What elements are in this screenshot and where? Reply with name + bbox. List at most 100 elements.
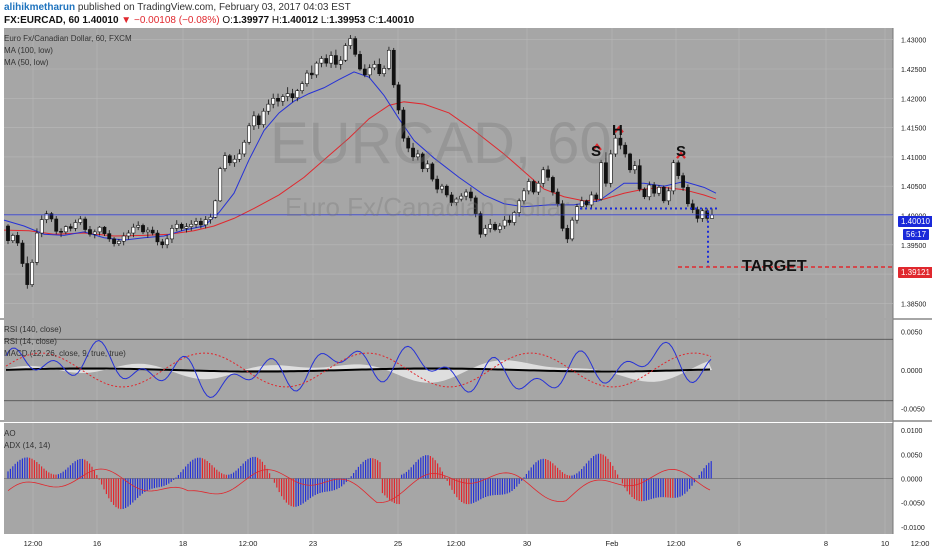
candle-down — [531, 181, 536, 193]
candle-down — [623, 144, 628, 155]
candle-down — [198, 221, 203, 226]
ohlc-open-k: O: — [222, 15, 233, 26]
candle-down — [411, 147, 415, 158]
candle-up — [117, 240, 121, 244]
peak-marker — [614, 125, 624, 134]
candle-up — [589, 194, 594, 206]
candle-up — [440, 185, 444, 190]
y-tick-label: 1.43000 — [901, 38, 926, 45]
chart-header: alihikmetharun published on TradingView.… — [0, 0, 932, 28]
candle-up — [10, 235, 15, 241]
candle-up — [632, 165, 637, 171]
candle-up — [145, 229, 150, 233]
candle-up — [63, 226, 68, 233]
price-chart[interactable]: 1.43000 1.42500 1.42000 1.41500 1.41000 1.405… — [0, 28, 932, 550]
candle-up — [213, 200, 218, 218]
symbol-label: FX:EURCAD, 60 — [4, 15, 80, 26]
candle-up — [454, 198, 459, 203]
candle-up — [35, 232, 39, 263]
candle-down — [15, 235, 20, 244]
candle-up — [367, 67, 372, 76]
candle-up — [218, 168, 223, 202]
author-link[interactable]: alihikmetharun — [4, 2, 76, 13]
publisher-line: alihikmetharun published on TradingView.… — [4, 2, 351, 13]
x-tick-label: 8 — [824, 539, 828, 548]
candle-up — [285, 93, 290, 97]
candle-down — [20, 242, 25, 264]
y-tick-label: 1.41500 — [901, 126, 926, 133]
candle-up — [415, 153, 420, 158]
candle-down — [449, 194, 454, 203]
candle-down — [54, 218, 59, 232]
candle-down — [401, 109, 406, 139]
candle-up — [599, 162, 603, 200]
candle-up — [242, 141, 247, 155]
last-price-tag: 1.40010 — [898, 216, 932, 227]
candle-down — [478, 213, 483, 235]
candle-down — [681, 175, 685, 188]
candle-down — [377, 64, 382, 74]
candle-up — [372, 64, 377, 69]
candle-down — [155, 232, 160, 243]
peak-marker — [592, 143, 602, 151]
ao-tick-label: -0.0100 — [901, 525, 925, 532]
candle-down — [290, 93, 295, 99]
candle-down — [676, 162, 681, 176]
candle-down — [6, 225, 10, 241]
candle-up — [271, 98, 276, 105]
candle-up — [44, 213, 49, 220]
candle-up — [329, 55, 333, 64]
candle-down — [396, 84, 401, 111]
candle-down — [309, 72, 314, 76]
ohlc-low-k: L: — [320, 15, 330, 26]
target-price-tag: 1.39121 — [898, 267, 932, 278]
candle-up — [319, 58, 324, 64]
candle-down — [604, 162, 608, 184]
y-tick-label: 1.38500 — [901, 301, 926, 308]
candle-down — [358, 54, 362, 70]
rsi140-label: RSI (140, close) — [4, 325, 62, 334]
ao-tick-label: -0.0050 — [901, 501, 925, 508]
candle-down — [584, 200, 589, 206]
ohlc-high: 1.40012 — [281, 15, 319, 26]
ao-tick-label: 0.0100 — [901, 428, 923, 435]
ao-label: AO — [4, 429, 16, 438]
candle-up — [223, 155, 227, 169]
candle-down — [661, 187, 666, 202]
ma50-label: MA (50, low) — [4, 58, 49, 67]
candle-down — [507, 219, 512, 223]
candle-down — [560, 203, 565, 229]
x-tick-label: 30 — [523, 539, 531, 548]
candle-up — [261, 110, 266, 125]
candle-up — [305, 72, 309, 84]
candle-down — [141, 225, 145, 233]
candle-up — [579, 200, 584, 207]
osc-tick-label: 0.0000 — [901, 368, 923, 375]
candle-down — [695, 209, 700, 219]
y-tick-label: 1.40500 — [901, 184, 926, 191]
candle-down — [160, 241, 165, 246]
adx-label: ADX (14, 14) — [4, 441, 51, 450]
candle-up — [464, 191, 468, 197]
ao-tick-label: 0.0000 — [901, 477, 923, 484]
x-tick-label: 12:00 — [667, 539, 686, 548]
macd-label: MACD (12, 26, close, 9, true, true) — [4, 349, 126, 358]
candle-up — [459, 195, 464, 200]
candle-up — [280, 96, 285, 102]
main-series-label: Euro Fx/Canadian Dollar, 60, FXCM — [4, 34, 132, 43]
candle-down — [565, 228, 570, 240]
candle-down — [550, 177, 555, 193]
candle-down — [83, 218, 88, 230]
candle-up — [517, 200, 522, 213]
x-tick-label: 12:00 — [447, 539, 466, 548]
candle-down — [150, 229, 155, 234]
candle-up — [136, 225, 141, 228]
candle-up — [247, 125, 251, 143]
watermark-name: Euro Fx/Canadian Dollar — [285, 192, 570, 222]
candle-down — [324, 58, 329, 64]
candle-up — [189, 223, 194, 227]
candle-up — [382, 68, 387, 74]
adx-line — [7, 468, 711, 504]
target-label: TARGET — [742, 258, 807, 275]
candle-down — [469, 191, 473, 199]
